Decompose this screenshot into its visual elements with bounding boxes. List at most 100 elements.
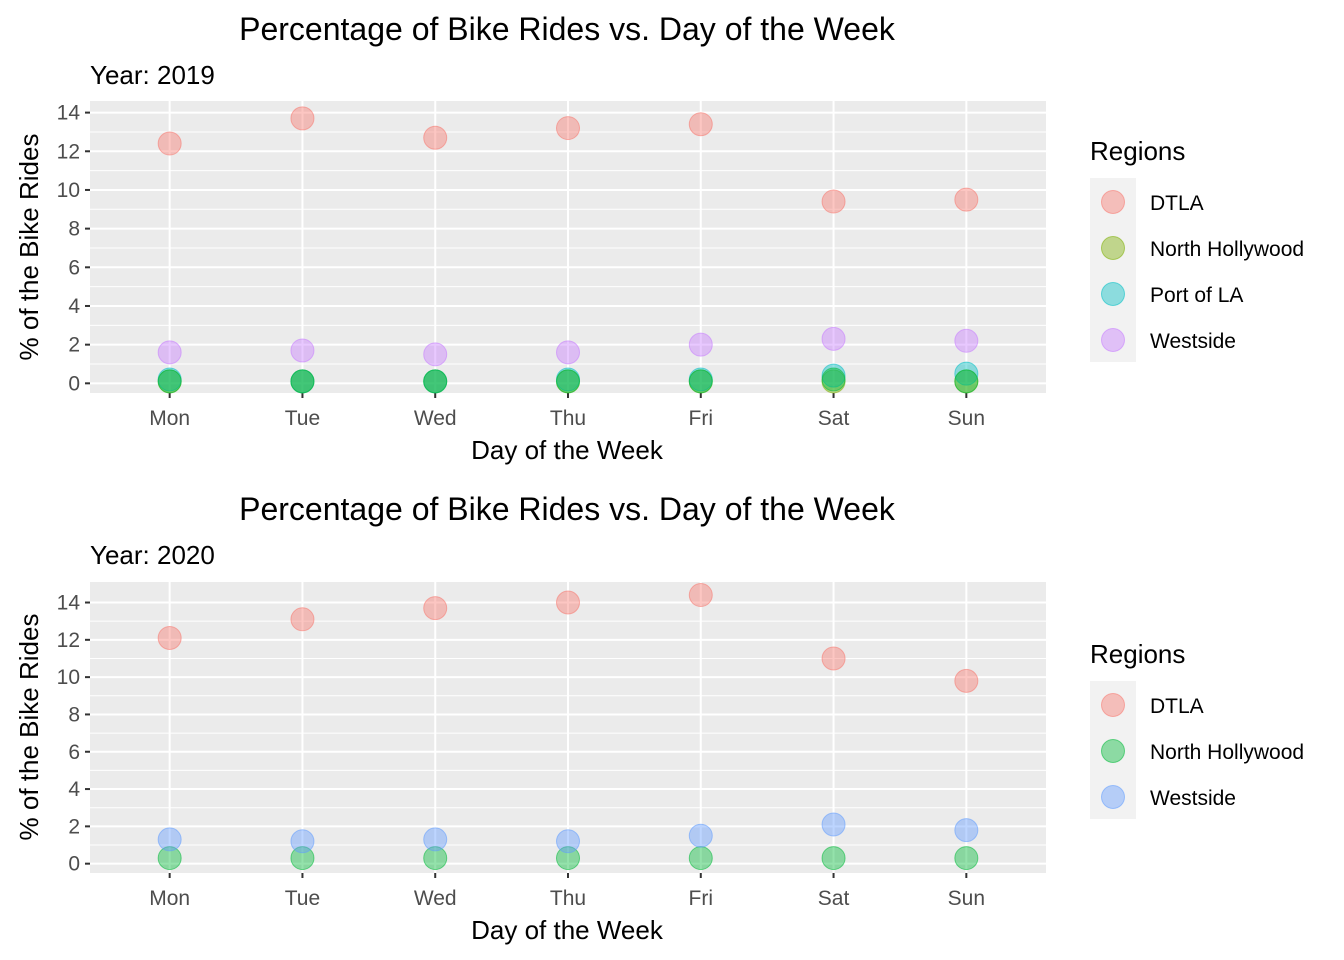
data-point (954, 668, 979, 693)
x-tick-label: Wed (414, 407, 457, 430)
data-point (290, 607, 315, 632)
y-tick-label: 8 (68, 703, 80, 726)
y-tick-label: 0 (68, 853, 80, 876)
data-point (290, 338, 315, 363)
chart-subtitle: Year: 2019 (90, 60, 215, 90)
y-tick-label: 6 (68, 741, 80, 764)
legend-label: Westside (1150, 787, 1236, 810)
data-point (157, 625, 182, 650)
x-tick-label: Fri (689, 887, 714, 910)
x-tick-label: Sat (818, 887, 850, 910)
data-point (556, 590, 580, 615)
legend-label: DTLA (1150, 192, 1204, 215)
legend-key-background (1090, 178, 1136, 362)
data-point (821, 326, 846, 351)
data-point (954, 846, 979, 871)
data-point (954, 369, 979, 394)
x-axis: Mon Tue Wed Thu Fri Sat Sun (149, 873, 985, 910)
data-point (290, 829, 315, 854)
grid (90, 101, 1046, 393)
y-tick-label: 0 (68, 372, 80, 395)
data-point (688, 112, 713, 137)
data-point (290, 369, 315, 394)
y-axis: 0 2 4 6 8 10 12 14 (57, 102, 90, 395)
y-tick-label: 4 (68, 295, 80, 318)
data-point (423, 827, 448, 852)
y-axis: 0 2 4 6 8 10 12 14 (57, 592, 90, 876)
legend-label: Westside (1150, 330, 1236, 353)
data-point (954, 187, 979, 212)
data-point (821, 846, 846, 871)
legend-label: North Hollywood (1150, 741, 1304, 764)
legend-key (1101, 785, 1125, 809)
y-tick-label: 10 (57, 666, 80, 689)
chart-title: Percentage of Bike Rides vs. Day of the … (239, 491, 896, 527)
y-tick-label: 14 (57, 592, 81, 615)
y-tick-label: 10 (57, 179, 80, 202)
legend-key (1101, 236, 1125, 260)
y-tick-label: 2 (68, 334, 80, 357)
data-point (821, 367, 846, 392)
x-tick-label: Thu (550, 407, 586, 430)
x-tick-label: Tue (285, 887, 320, 910)
x-axis-title: Day of the Week (471, 435, 664, 465)
x-tick-label: Thu (550, 887, 586, 910)
y-tick-label: 2 (68, 815, 80, 838)
data-point (688, 583, 713, 608)
legend-key (1101, 328, 1125, 352)
data-point (821, 646, 846, 671)
data-point (688, 332, 713, 357)
x-axis-title: Day of the Week (471, 915, 664, 945)
y-tick-label: 4 (68, 778, 80, 801)
y-tick-label: 14 (57, 102, 81, 125)
data-points (157, 106, 979, 394)
chart-subtitle: Year: 2020 (90, 540, 215, 570)
legend-label: DTLA (1150, 695, 1204, 718)
data-point (821, 189, 846, 214)
data-point (423, 596, 448, 621)
legend-label: Port of LA (1150, 284, 1243, 307)
data-point (688, 369, 713, 394)
data-point (290, 846, 315, 871)
chart-2019: Percentage of Bike Rides vs. Day of the … (14, 11, 1304, 465)
data-point (556, 340, 580, 365)
legend: Regions DTLA North Hollywood Port of LA Wes… (1090, 136, 1304, 362)
y-axis-title: % of the Bike Rides (14, 134, 44, 361)
legend-key (1101, 739, 1125, 763)
chart-title: Percentage of Bike Rides vs. Day of the … (239, 11, 896, 47)
y-tick-label: 12 (57, 140, 80, 163)
data-point (688, 846, 713, 871)
data-point (290, 106, 315, 131)
y-tick-label: 6 (68, 256, 80, 279)
data-point (556, 846, 580, 871)
legend-label: North Hollywood (1150, 238, 1304, 261)
x-tick-label: Fri (689, 407, 714, 430)
legend-key-background (1090, 681, 1136, 819)
x-tick-label: Sun (948, 887, 985, 910)
x-tick-label: Sat (818, 407, 850, 430)
data-point (157, 340, 182, 365)
data-point (954, 361, 979, 386)
y-tick-label: 8 (68, 218, 80, 241)
legend-key (1101, 190, 1125, 214)
data-point (157, 131, 182, 156)
legend-key (1101, 693, 1125, 717)
data-point (423, 369, 448, 394)
x-tick-label: Sun (948, 407, 985, 430)
data-points (157, 583, 979, 871)
data-point (688, 823, 713, 848)
x-tick-label: Wed (414, 887, 457, 910)
data-point (423, 125, 448, 150)
data-point (556, 116, 580, 141)
legend-title: Regions (1090, 136, 1185, 166)
data-point (423, 342, 448, 367)
data-point (157, 369, 182, 394)
x-tick-label: Tue (285, 407, 320, 430)
data-point (556, 369, 580, 394)
data-point (954, 328, 979, 353)
x-axis: Mon Tue Wed Thu Fri Sat Sun (149, 393, 985, 430)
x-tick-label: Mon (149, 887, 190, 910)
x-tick-label: Mon (149, 407, 190, 430)
legend-title: Regions (1090, 639, 1185, 669)
